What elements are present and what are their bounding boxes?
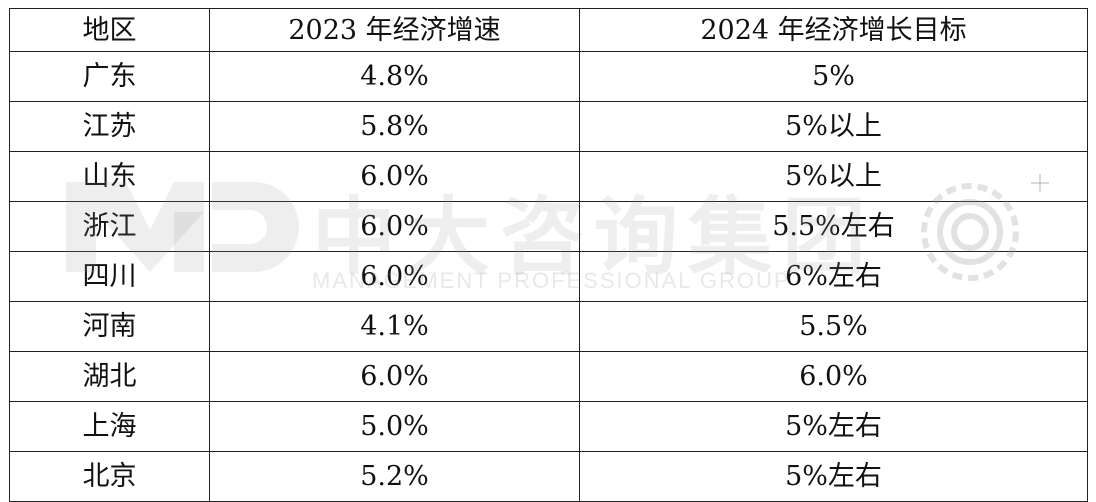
cell-region: 山东 [9, 151, 210, 202]
cell-2024-target: 5%以上 [579, 151, 1088, 202]
table-row: 四川 6.0% 6%左右 [9, 251, 1088, 302]
cell-2023-growth: 6.0% [209, 351, 580, 402]
cell-2024-target: 5%以上 [579, 101, 1088, 152]
cell-2023-growth: 5.8% [209, 101, 580, 152]
cell-region: 江苏 [9, 101, 210, 152]
table-row: 湖北 6.0% 6.0% [9, 351, 1088, 402]
cell-region: 广东 [9, 51, 210, 102]
cell-region: 上海 [9, 401, 210, 452]
cell-2023-growth: 6.0% [209, 251, 580, 302]
cell-region: 河南 [9, 301, 210, 352]
header-2023-growth: 2023 年经济增速 [209, 8, 580, 52]
cell-2023-growth: 5.2% [209, 451, 580, 502]
gdp-growth-table: 地区 2023 年经济增速 2024 年经济增长目标 广东 4.8% 5% 江苏… [9, 8, 1088, 502]
cell-2024-target: 6%左右 [579, 251, 1088, 302]
cell-2024-target: 5.5% [579, 301, 1088, 352]
header-region: 地区 [9, 8, 210, 52]
table-row: 浙江 6.0% 5.5%左右 [9, 201, 1088, 252]
cell-region: 四川 [9, 251, 210, 302]
cell-2023-growth: 4.1% [209, 301, 580, 352]
cell-region: 湖北 [9, 351, 210, 402]
table-row: 山东 6.0% 5%以上 [9, 151, 1088, 202]
cell-2023-growth: 5.0% [209, 401, 580, 452]
table-header-row: 地区 2023 年经济增速 2024 年经济增长目标 [9, 8, 1088, 52]
table-row: 广东 4.8% 5% [9, 51, 1088, 102]
cell-region: 北京 [9, 451, 210, 502]
table-row: 上海 5.0% 5%左右 [9, 401, 1088, 452]
cell-2023-growth: 4.8% [209, 51, 580, 102]
cell-2024-target: 5%左右 [579, 401, 1088, 452]
cell-region: 浙江 [9, 201, 210, 252]
table-row: 北京 5.2% 5%左右 [9, 451, 1088, 502]
table-row: 江苏 5.8% 5%以上 [9, 101, 1088, 152]
cell-2024-target: 6.0% [579, 351, 1088, 402]
cell-2023-growth: 6.0% [209, 201, 580, 252]
cell-2024-target: 5%左右 [579, 451, 1088, 502]
header-2024-target: 2024 年经济增长目标 [579, 8, 1088, 52]
cell-2024-target: 5.5%左右 [579, 201, 1088, 252]
cell-2024-target: 5% [579, 51, 1088, 102]
table-row: 河南 4.1% 5.5% [9, 301, 1088, 352]
cell-2023-growth: 6.0% [209, 151, 580, 202]
